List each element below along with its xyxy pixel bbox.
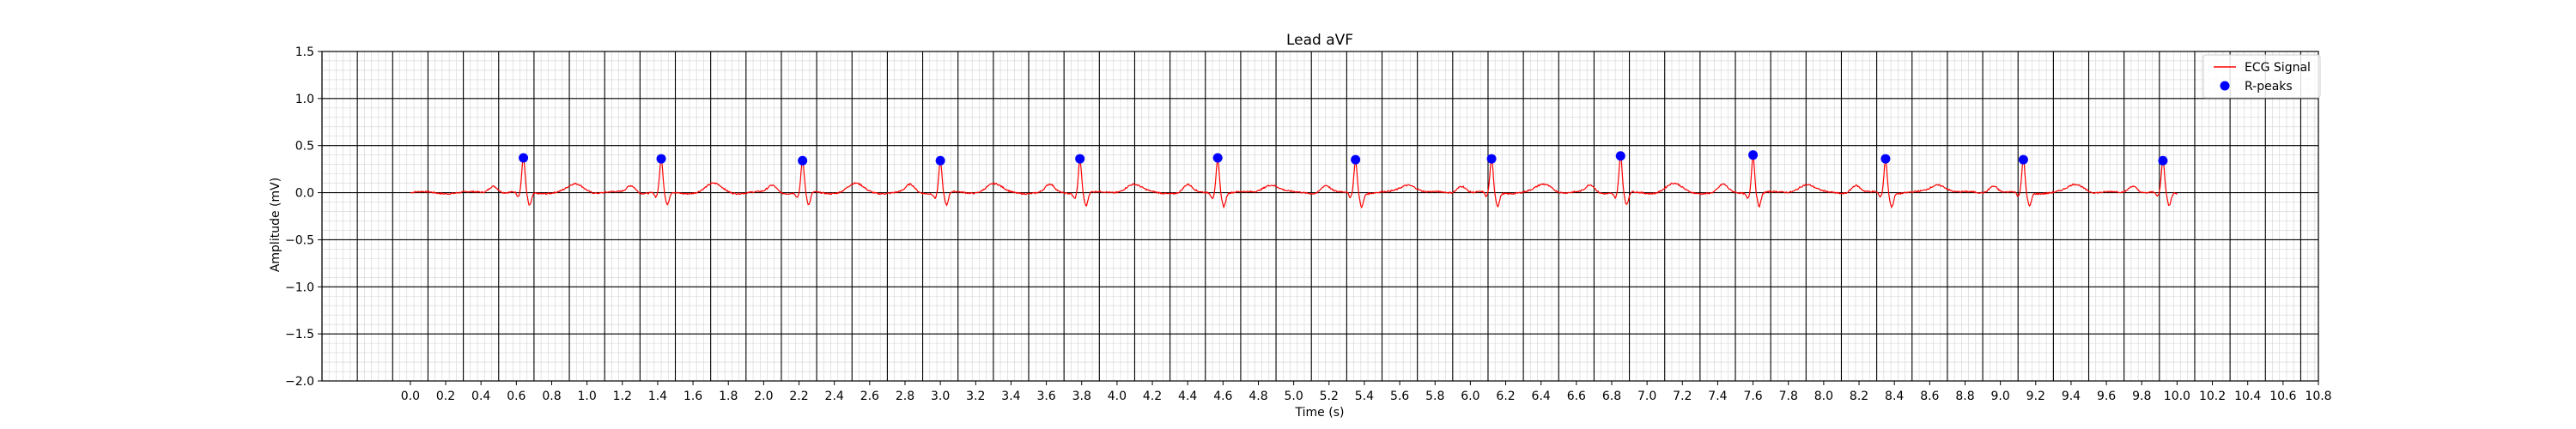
r-peaks-layer <box>519 150 2168 166</box>
x-tick-label: 5.8 <box>1425 390 1444 403</box>
x-tick-label: 4.0 <box>1108 390 1127 403</box>
x-tick-label: 9.8 <box>2132 390 2151 403</box>
x-tick-label: 10.2 <box>2199 390 2226 403</box>
x-tick-label: 10.0 <box>2164 390 2190 403</box>
x-tick-label: 6.2 <box>1496 390 1515 403</box>
x-tick-label: 0.0 <box>401 390 420 403</box>
r-peak-marker <box>2018 154 2028 165</box>
x-tick-label: 7.6 <box>1743 390 1762 403</box>
x-tick-label: 9.4 <box>2062 390 2081 403</box>
x-tick-label: 9.6 <box>2097 390 2116 403</box>
x-tick-label: 3.6 <box>1036 390 1055 403</box>
x-axis-ticks: 0.0 0.2 0.4 0.6 0.8 1.0 1.2 1.4 1.6 1.8 2.0 2.2 2.4 2… <box>401 381 2332 403</box>
x-tick-label: 2.4 <box>825 390 844 403</box>
x-tick-label: 2.8 <box>896 390 914 403</box>
x-tick-label: 10.4 <box>2234 390 2261 403</box>
r-peak-marker <box>1880 154 1891 164</box>
x-tick-label: 9.0 <box>1991 390 2010 403</box>
x-tick-label: 6.6 <box>1567 390 1586 403</box>
x-tick-label: 7.8 <box>1779 390 1798 403</box>
y-axis-ticks: 1.5 1.0 0.5 0.0 −0.5 −1.0 −1.5 −2.0 <box>285 45 322 389</box>
x-tick-label: 6.0 <box>1461 390 1479 403</box>
y-tick-label: −1.5 <box>285 328 314 341</box>
x-tick-label: 5.0 <box>1285 390 1303 403</box>
x-tick-label: 7.0 <box>1637 390 1656 403</box>
y-tick-label: −1.0 <box>285 281 314 294</box>
x-tick-label: 7.2 <box>1673 390 1692 403</box>
chart-title: Lead aVF <box>1286 32 1353 49</box>
r-peak-marker <box>798 155 808 166</box>
x-tick-label: 6.8 <box>1602 390 1621 403</box>
x-tick-label: 4.8 <box>1249 390 1267 403</box>
r-peak-marker <box>935 155 945 166</box>
x-tick-label: 10.8 <box>2305 390 2331 403</box>
y-tick-label: 1.0 <box>295 93 314 106</box>
x-tick-label: 0.2 <box>436 390 455 403</box>
ecg-signal-line <box>410 155 2178 209</box>
x-tick-label: 10.6 <box>2269 390 2296 403</box>
x-tick-label: 0.8 <box>542 390 561 403</box>
r-peak-marker <box>656 154 666 164</box>
r-peak-marker <box>1212 153 1223 163</box>
x-tick-label: 1.0 <box>577 390 596 403</box>
x-tick-label: 0.6 <box>507 390 526 403</box>
x-tick-label: 4.2 <box>1143 390 1162 403</box>
r-peak-marker <box>1615 151 1625 161</box>
r-peak-marker <box>1486 154 1497 164</box>
y-tick-label: −2.0 <box>285 375 314 389</box>
x-tick-label: 2.0 <box>754 390 773 403</box>
x-tick-label: 8.2 <box>1850 390 1868 403</box>
x-tick-label: 8.4 <box>1885 390 1904 403</box>
x-tick-label: 3.4 <box>1001 390 1020 403</box>
x-tick-label: 0.4 <box>471 390 490 403</box>
x-tick-label: 2.2 <box>789 390 808 403</box>
x-tick-label: 9.2 <box>2026 390 2045 403</box>
y-tick-label: 0.0 <box>295 187 314 201</box>
legend-box <box>2202 54 2321 99</box>
x-tick-label: 1.6 <box>683 390 702 403</box>
r-peak-marker <box>1351 154 1361 165</box>
legend: ECG Signal R-peaks <box>2202 54 2321 99</box>
y-tick-label: −0.5 <box>285 233 314 247</box>
x-tick-label: 8.6 <box>1920 390 1939 403</box>
x-tick-label: 1.2 <box>613 390 632 403</box>
plot-frame <box>321 51 2319 382</box>
y-axis-label: Amplitude (mV) <box>269 178 283 272</box>
x-tick-label: 5.6 <box>1390 390 1409 403</box>
x-tick-label: 5.2 <box>1320 390 1339 403</box>
x-tick-label: 2.6 <box>860 390 879 403</box>
ecg-signal-layer <box>410 155 2178 209</box>
y-tick-label: 1.5 <box>295 45 314 59</box>
r-peak-marker <box>2158 155 2168 166</box>
x-tick-label: 5.4 <box>1355 390 1374 403</box>
legend-ecg-label: ECG Signal <box>2245 61 2311 75</box>
x-tick-label: 7.4 <box>1708 390 1727 403</box>
legend-rpeak-swatch <box>2220 81 2230 91</box>
x-tick-label: 8.8 <box>1955 390 1974 403</box>
r-peak-marker <box>1748 150 1759 160</box>
x-tick-label: 1.4 <box>648 390 667 403</box>
x-tick-label: 1.8 <box>719 390 738 403</box>
x-tick-label: 4.4 <box>1178 390 1197 403</box>
x-tick-label: 4.6 <box>1213 390 1232 403</box>
x-axis-label: Time (s) <box>1295 406 1345 420</box>
x-tick-label: 6.4 <box>1532 390 1551 403</box>
r-peak-marker <box>519 153 529 163</box>
legend-rpeak-label: R-peaks <box>2245 80 2293 94</box>
x-tick-label: 3.2 <box>966 390 985 403</box>
y-tick-label: 0.5 <box>295 140 314 154</box>
x-tick-label: 3.0 <box>931 390 950 403</box>
x-tick-label: 3.8 <box>1072 390 1091 403</box>
minor-grid <box>321 51 2318 382</box>
x-tick-label: 8.0 <box>1814 390 1833 403</box>
r-peak-marker <box>1075 154 1085 164</box>
